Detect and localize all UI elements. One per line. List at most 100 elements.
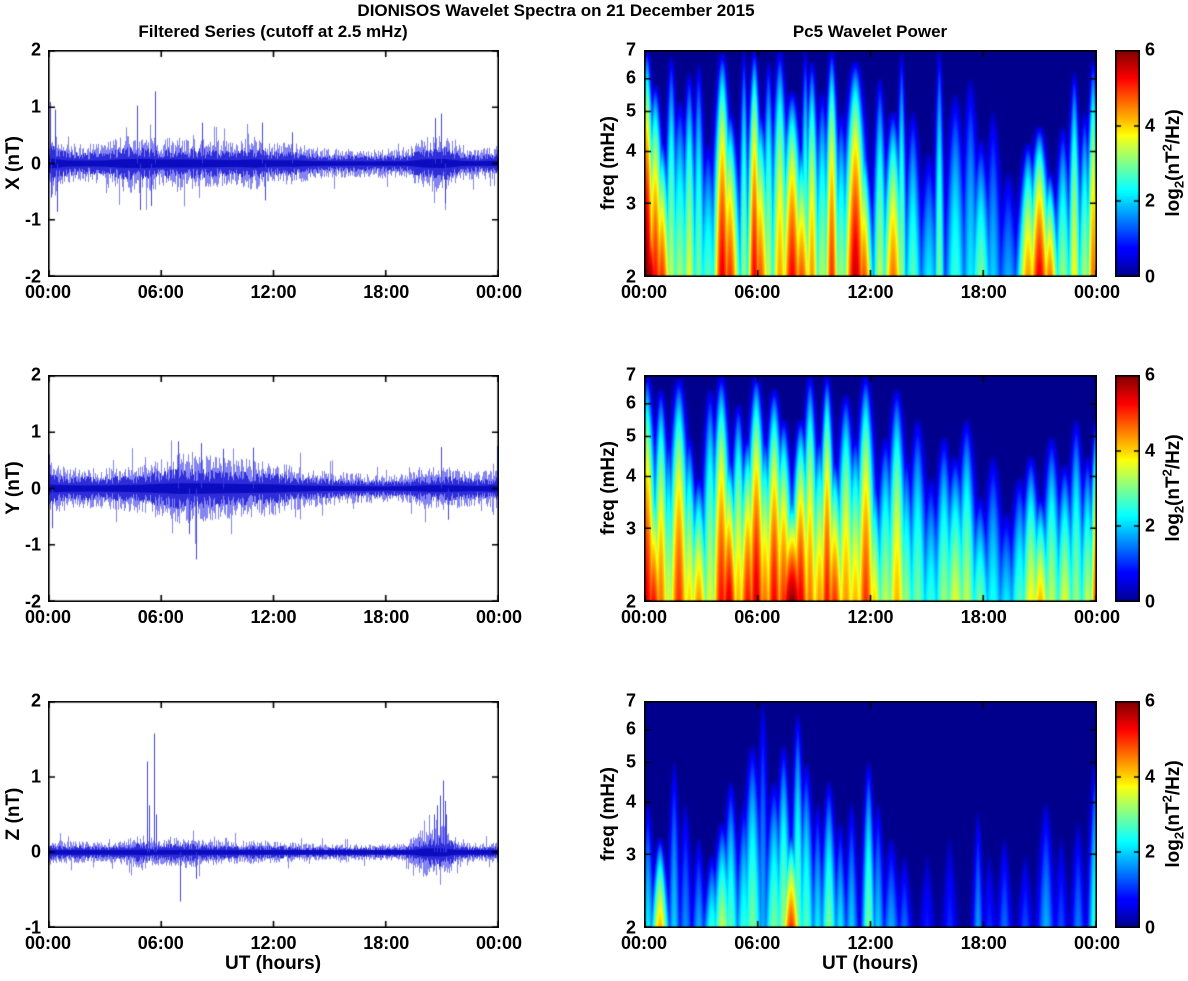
y-tick-label: 0 bbox=[30, 478, 41, 498]
timeseries-x-panel bbox=[48, 50, 499, 277]
y-axis-label-freq: freq (mHz) bbox=[598, 116, 619, 210]
colorbar-tick-label: 0 bbox=[1145, 917, 1156, 938]
y-tick-label: 5 bbox=[625, 751, 636, 772]
x-tick-label: 18:00 bbox=[960, 282, 1007, 302]
colorbar-tick-label: 2 bbox=[1145, 841, 1156, 862]
x-tick-label: 06:00 bbox=[137, 282, 184, 302]
x-tick-label: 00:00 bbox=[475, 282, 523, 302]
y-tick-label: -2 bbox=[24, 266, 41, 287]
x-tick-label: 00:00 bbox=[620, 607, 668, 627]
colorbar-z-canvas bbox=[1115, 701, 1140, 928]
x-tick-label: 06:00 bbox=[734, 607, 781, 627]
x-tick-label: 00:00 bbox=[1073, 607, 1121, 627]
colorbar-label-text: /Hz) bbox=[1162, 434, 1184, 470]
y-tick-label: 6 bbox=[625, 718, 636, 739]
colorbar-label: log2(nT2/Hz) bbox=[1159, 760, 1186, 867]
colorbar-y bbox=[1115, 375, 1140, 602]
y-tick-label: 2 bbox=[30, 690, 41, 711]
y-tick-label: 6 bbox=[625, 392, 636, 413]
y-tick-label: 6 bbox=[625, 67, 636, 88]
y-tick-label: -1 bbox=[24, 209, 41, 230]
colorbar-tick-label: 4 bbox=[1145, 115, 1156, 136]
colorbar-z bbox=[1115, 701, 1140, 928]
x-tick-label: 18:00 bbox=[363, 282, 410, 302]
colorbar-label-text: (nT bbox=[1162, 476, 1184, 506]
timeseries-z-canvas bbox=[48, 701, 499, 928]
y-tick-label: 1 bbox=[30, 96, 41, 117]
colorbar-tick-label: 6 bbox=[1145, 39, 1156, 60]
colorbar-x-canvas bbox=[1115, 50, 1140, 277]
x-tick-label: 18:00 bbox=[363, 607, 410, 627]
y-tick-label: -1 bbox=[24, 534, 41, 555]
x-tick-label: 00:00 bbox=[1073, 282, 1121, 302]
y-tick-label: 2 bbox=[30, 39, 41, 60]
left-column-title: Filtered Series (cutoff at 2.5 mHz) bbox=[138, 22, 408, 41]
colorbar-tick-label: 6 bbox=[1145, 690, 1156, 711]
y-tick-label: 1 bbox=[30, 766, 41, 787]
y-tick-label: -2 bbox=[24, 591, 41, 612]
timeseries-y-canvas bbox=[48, 375, 499, 602]
spectrogram-x-panel bbox=[644, 50, 1097, 277]
colorbar-label-text: log bbox=[1162, 839, 1184, 868]
y-axis-label-freq: freq (mHz) bbox=[598, 767, 619, 861]
x-axis-label-left: UT (hours) bbox=[224, 953, 322, 974]
y-tick-label: 7 bbox=[625, 39, 636, 60]
colorbar-y-canvas bbox=[1115, 375, 1140, 602]
y-tick-label: 2 bbox=[30, 364, 41, 385]
y-axis-label-x: X (nT) bbox=[3, 136, 24, 190]
y-tick-label: 2 bbox=[625, 591, 636, 612]
colorbar-x bbox=[1115, 50, 1140, 277]
y-tick-label: 5 bbox=[625, 425, 636, 446]
y-tick-label: 4 bbox=[625, 465, 636, 486]
x-tick-label: 00:00 bbox=[24, 607, 72, 627]
colorbar-label-sub: 2 bbox=[1171, 505, 1187, 514]
x-tick-label: 18:00 bbox=[363, 933, 410, 953]
timeseries-y-panel bbox=[48, 375, 499, 602]
y-tick-label: 0 bbox=[30, 153, 41, 173]
colorbar-tick-label: 2 bbox=[1145, 190, 1156, 211]
x-tick-label: 18:00 bbox=[960, 607, 1007, 627]
figure-title: DIONISOS Wavelet Spectra on 21 December … bbox=[357, 1, 755, 20]
spectrogram-y-canvas bbox=[644, 375, 1097, 602]
right-column-title: Pc5 Wavelet Power bbox=[792, 22, 948, 41]
y-tick-label: 3 bbox=[625, 844, 636, 865]
y-tick-label: 4 bbox=[625, 140, 636, 161]
colorbar-tick-label: 0 bbox=[1145, 266, 1156, 287]
x-tick-label: 12:00 bbox=[250, 282, 297, 302]
y-tick-label: -1 bbox=[24, 917, 41, 938]
colorbar-label-sup: 2 bbox=[1159, 144, 1175, 152]
timeseries-z-panel bbox=[48, 701, 499, 928]
x-axis-label-right: UT (hours) bbox=[821, 953, 919, 974]
colorbar-label-sub: 2 bbox=[1171, 180, 1187, 189]
x-tick-label: 06:00 bbox=[734, 282, 781, 302]
y-tick-label: 7 bbox=[625, 690, 636, 711]
x-tick-label: 00:00 bbox=[620, 933, 668, 953]
colorbar-label-sup: 2 bbox=[1159, 795, 1175, 803]
x-tick-label: 06:00 bbox=[137, 607, 184, 627]
y-tick-label: 3 bbox=[625, 518, 636, 539]
colorbar-tick-label: 4 bbox=[1145, 766, 1156, 787]
x-tick-label: 12:00 bbox=[250, 607, 297, 627]
x-tick-label: 00:00 bbox=[1073, 933, 1121, 953]
colorbar-label: log2(nT2/Hz) bbox=[1159, 109, 1186, 216]
y-tick-label: 0 bbox=[30, 841, 41, 862]
colorbar-tick-label: 6 bbox=[1145, 364, 1156, 385]
y-tick-label: 4 bbox=[625, 791, 636, 812]
x-tick-label: 00:00 bbox=[24, 933, 72, 953]
y-axis-label-z: Z (nT) bbox=[3, 787, 24, 841]
y-tick-label: 1 bbox=[30, 421, 41, 442]
x-tick-label: 00:00 bbox=[24, 282, 72, 302]
colorbar-label-sub: 2 bbox=[1171, 831, 1187, 840]
x-tick-label: 12:00 bbox=[847, 933, 894, 953]
y-tick-label: 7 bbox=[625, 364, 636, 385]
y-tick-label: 3 bbox=[625, 193, 636, 214]
colorbar-label-text: log bbox=[1162, 513, 1184, 542]
spectrogram-z-panel bbox=[644, 701, 1097, 928]
spectrogram-y-panel bbox=[644, 375, 1097, 602]
x-tick-label: 06:00 bbox=[137, 933, 184, 953]
spectrogram-z-canvas bbox=[644, 701, 1097, 928]
y-tick-label: 2 bbox=[625, 266, 636, 287]
x-tick-label: 00:00 bbox=[475, 607, 523, 627]
x-tick-label: 00:00 bbox=[620, 282, 668, 302]
timeseries-x-canvas bbox=[48, 50, 499, 277]
